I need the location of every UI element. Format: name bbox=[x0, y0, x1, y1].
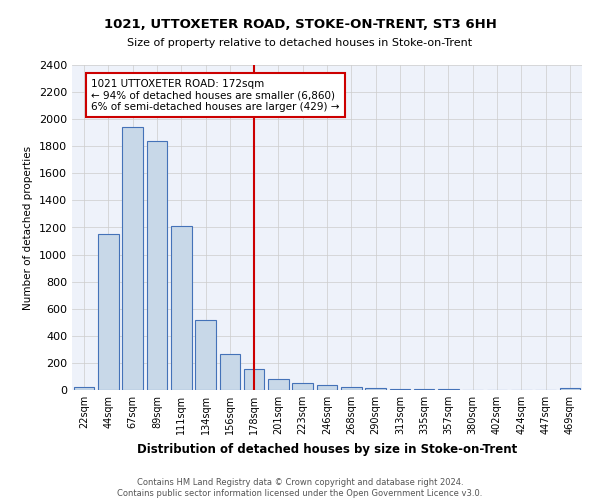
Bar bbox=[365, 388, 386, 390]
Bar bbox=[292, 382, 313, 390]
Bar bbox=[244, 369, 265, 390]
Bar bbox=[122, 128, 143, 390]
Bar bbox=[220, 354, 240, 390]
Bar bbox=[560, 388, 580, 390]
Bar bbox=[74, 386, 94, 390]
Text: 1021 UTTOXETER ROAD: 172sqm
← 94% of detached houses are smaller (6,860)
6% of s: 1021 UTTOXETER ROAD: 172sqm ← 94% of det… bbox=[91, 78, 340, 112]
Bar bbox=[146, 141, 167, 390]
Bar bbox=[195, 320, 216, 390]
Bar bbox=[268, 379, 289, 390]
Text: Size of property relative to detached houses in Stoke-on-Trent: Size of property relative to detached ho… bbox=[127, 38, 473, 48]
Bar bbox=[171, 226, 191, 390]
Bar bbox=[341, 388, 362, 390]
Text: Contains HM Land Registry data © Crown copyright and database right 2024.
Contai: Contains HM Land Registry data © Crown c… bbox=[118, 478, 482, 498]
Y-axis label: Number of detached properties: Number of detached properties bbox=[23, 146, 34, 310]
X-axis label: Distribution of detached houses by size in Stoke-on-Trent: Distribution of detached houses by size … bbox=[137, 442, 517, 456]
Bar bbox=[389, 388, 410, 390]
Bar bbox=[98, 234, 119, 390]
Text: 1021, UTTOXETER ROAD, STOKE-ON-TRENT, ST3 6HH: 1021, UTTOXETER ROAD, STOKE-ON-TRENT, ST… bbox=[104, 18, 496, 30]
Bar bbox=[317, 384, 337, 390]
